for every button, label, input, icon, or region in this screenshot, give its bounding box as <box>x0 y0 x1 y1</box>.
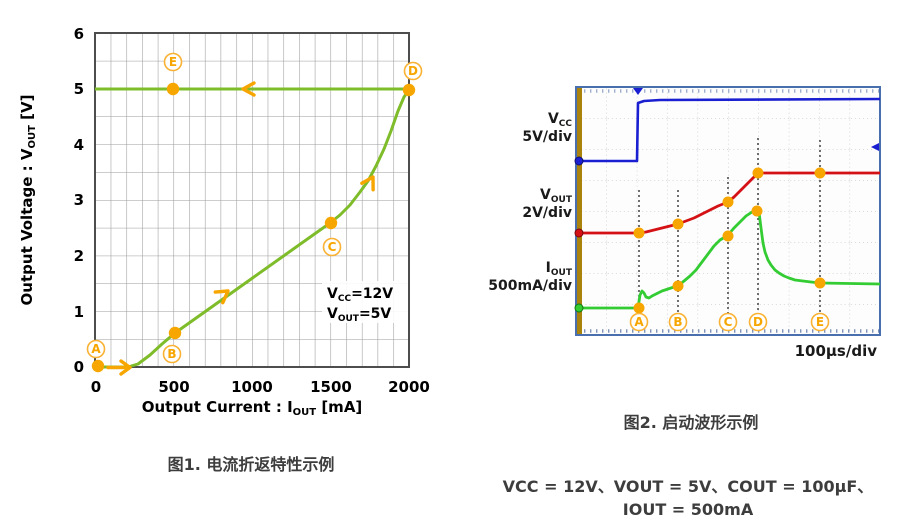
scope-sample-dots <box>633 167 826 314</box>
point-d <box>402 83 416 97</box>
x-axis-title: Output Current : IOUT [mA] <box>142 398 363 418</box>
trigger-time-marker-icon <box>633 88 643 95</box>
svg-text:6: 6 <box>74 25 84 43</box>
svg-text:3: 3 <box>74 191 84 209</box>
vcc-scale: 5V/div <box>522 129 572 145</box>
svg-text:1500: 1500 <box>310 378 352 396</box>
svg-text:0: 0 <box>91 378 101 396</box>
condition-annotation: VCC=12V VOUT=5V <box>322 281 408 324</box>
point-b <box>168 326 182 340</box>
y-tick-labels: 6 5 4 3 2 1 0 <box>74 25 84 376</box>
svg-text:VCC=12V: VCC=12V <box>327 286 393 304</box>
foldback-curve <box>93 88 411 369</box>
scope-label-b: B <box>673 315 682 329</box>
svg-text:500: 500 <box>158 378 189 396</box>
conditions-line1: VCC = 12V、VOUT = 5V、COUT = 100μF、 <box>503 477 874 496</box>
foldback-chart: A B C D E VCC=12V VOUT=5V 6 5 4 3 2 <box>18 25 430 474</box>
scope-label-a: A <box>634 315 644 329</box>
label-d: D <box>408 64 418 78</box>
svg-text:1000: 1000 <box>231 378 273 396</box>
scope-border <box>575 86 881 336</box>
label-c: C <box>328 240 337 254</box>
scope-event-labels: A B C D E <box>629 312 830 332</box>
x-tick-labels: 0 500 1000 1500 2000 <box>91 378 430 396</box>
point-a <box>91 359 105 373</box>
vout-trace <box>576 171 880 235</box>
iout-label: IOUT <box>546 260 573 278</box>
figure2-caption: 图2. 启动波形示例 <box>624 413 759 432</box>
point-e <box>166 82 180 96</box>
label-b: B <box>167 347 176 361</box>
vcc-label: VCC <box>548 111 572 129</box>
figure1-caption: 图1. 电流折返特性示例 <box>168 455 335 474</box>
vout-channel-marker <box>574 228 584 238</box>
arrow-up-slope-icon <box>213 289 230 305</box>
label-e: E <box>169 55 177 69</box>
vcc-channel-marker <box>574 156 584 166</box>
data-points <box>91 82 416 373</box>
point-c <box>324 216 338 230</box>
scope-label-d: D <box>753 315 763 329</box>
y-axis-title: Output Voltage : VOUT [V] <box>18 95 38 306</box>
point-labels: A B C D E <box>86 52 423 364</box>
vout-label: VOUT <box>540 187 573 205</box>
time-scale-label: 100μs/div <box>795 342 878 360</box>
plot-border <box>94 32 410 368</box>
scope-left-bar <box>577 88 582 334</box>
scope-label-c: C <box>724 315 733 329</box>
arrow-left-icon <box>241 81 256 97</box>
iout-channel-marker <box>574 303 584 313</box>
conditions-line2: IOUT = 500mA <box>623 500 754 519</box>
svg-text:2000: 2000 <box>388 378 430 396</box>
svg-text:2: 2 <box>74 247 84 265</box>
arrow-up-steep-icon <box>360 175 375 192</box>
scope-chart: A B C D E VCC 5V/div VOUT 2V/div IOUT 50… <box>488 86 881 519</box>
vout-scale: 2V/div <box>522 205 572 221</box>
svg-text:4: 4 <box>74 136 84 154</box>
svg-text:VOUT=5V: VOUT=5V <box>327 306 391 324</box>
label-a: A <box>91 342 101 356</box>
svg-text:1: 1 <box>74 303 84 321</box>
arrow-right-icon <box>106 359 132 376</box>
iout-scale: 500mA/div <box>488 278 572 294</box>
channel-labels: VCC 5V/div VOUT 2V/div IOUT 500mA/div <box>488 111 573 294</box>
trigger-level-marker-icon <box>871 143 879 151</box>
scope-label-e: E <box>816 315 824 329</box>
vcc-trace <box>576 97 881 163</box>
svg-text:0: 0 <box>74 358 84 376</box>
svg-text:5: 5 <box>74 80 84 98</box>
